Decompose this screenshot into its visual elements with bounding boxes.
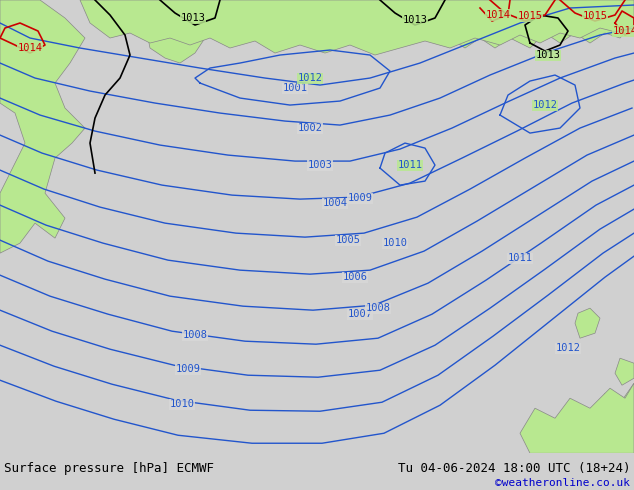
Polygon shape bbox=[0, 0, 85, 253]
Polygon shape bbox=[615, 358, 634, 385]
Text: 1009: 1009 bbox=[347, 193, 373, 203]
Text: 1012: 1012 bbox=[555, 343, 581, 353]
Text: 1013: 1013 bbox=[403, 15, 427, 25]
Text: 1013: 1013 bbox=[536, 50, 560, 60]
Text: 1012: 1012 bbox=[533, 100, 557, 110]
Text: 1002: 1002 bbox=[297, 123, 323, 133]
Polygon shape bbox=[145, 0, 205, 63]
Text: Surface pressure [hPa] ECMWF: Surface pressure [hPa] ECMWF bbox=[4, 462, 214, 475]
Polygon shape bbox=[520, 383, 634, 453]
Text: Tu 04-06-2024 18:00 UTC (18+24): Tu 04-06-2024 18:00 UTC (18+24) bbox=[398, 462, 630, 475]
Text: 1011: 1011 bbox=[507, 253, 533, 263]
Text: 1014: 1014 bbox=[18, 43, 42, 53]
Text: 1011: 1011 bbox=[398, 160, 422, 170]
Text: 1012: 1012 bbox=[297, 73, 323, 83]
Text: 1015: 1015 bbox=[583, 11, 607, 21]
Text: 1003: 1003 bbox=[307, 160, 332, 170]
Polygon shape bbox=[415, 0, 634, 48]
Polygon shape bbox=[575, 308, 600, 338]
Text: 1008: 1008 bbox=[365, 303, 391, 313]
Text: 1015: 1015 bbox=[517, 11, 543, 21]
Text: ©weatheronline.co.uk: ©weatheronline.co.uk bbox=[495, 478, 630, 488]
Polygon shape bbox=[80, 0, 634, 55]
Text: 1009: 1009 bbox=[176, 364, 200, 374]
Text: 1007: 1007 bbox=[347, 309, 373, 319]
Text: 1010: 1010 bbox=[382, 238, 408, 248]
Text: 1013: 1013 bbox=[181, 13, 205, 23]
Text: 1008: 1008 bbox=[183, 330, 207, 340]
Text: 1010: 1010 bbox=[169, 399, 195, 409]
Text: 1001: 1001 bbox=[283, 83, 307, 93]
Text: 1014: 1014 bbox=[486, 10, 510, 20]
Text: 1014: 1014 bbox=[612, 26, 634, 36]
Polygon shape bbox=[590, 383, 634, 453]
Text: 1005: 1005 bbox=[335, 235, 361, 245]
Text: 1004: 1004 bbox=[323, 198, 347, 208]
Text: 1006: 1006 bbox=[342, 272, 368, 282]
